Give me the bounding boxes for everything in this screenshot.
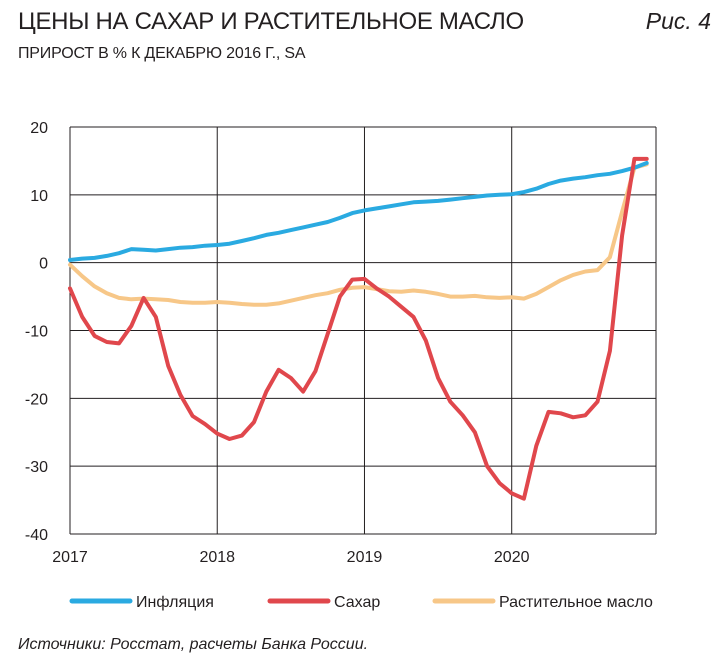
chart-subtitle: ПРИРОСТ В % К ДЕКАБРЮ 2016 Г., SA (18, 45, 306, 62)
x-tick-label: 2020 (494, 549, 530, 566)
legend-label: Растительное масло (499, 594, 653, 611)
figure-label: Рис. 4 (645, 8, 711, 34)
x-tick-label: 2018 (199, 549, 235, 566)
legend-label: Инфляция (136, 594, 214, 611)
x-tick-label: 2017 (52, 549, 88, 566)
y-tick-label: -10 (25, 324, 48, 341)
y-tick-label: -30 (25, 459, 48, 476)
chart-title: ЦЕНЫ НА САХАР И РАСТИТЕЛЬНОЕ МАСЛО (18, 8, 524, 35)
x-tick-label: 2019 (347, 549, 383, 566)
y-tick-label: 20 (30, 120, 48, 137)
series-line (68, 161, 649, 262)
series-line (68, 162, 649, 307)
source-note: Источники: Росстат, расчеты Банка России… (18, 636, 369, 653)
y-tick-label: 0 (39, 256, 48, 273)
y-tick-label: -40 (25, 527, 48, 544)
y-tick-label: -20 (25, 391, 48, 408)
series-line (68, 156, 649, 501)
y-tick-label: 10 (30, 188, 48, 205)
legend-label: Сахар (334, 594, 380, 611)
